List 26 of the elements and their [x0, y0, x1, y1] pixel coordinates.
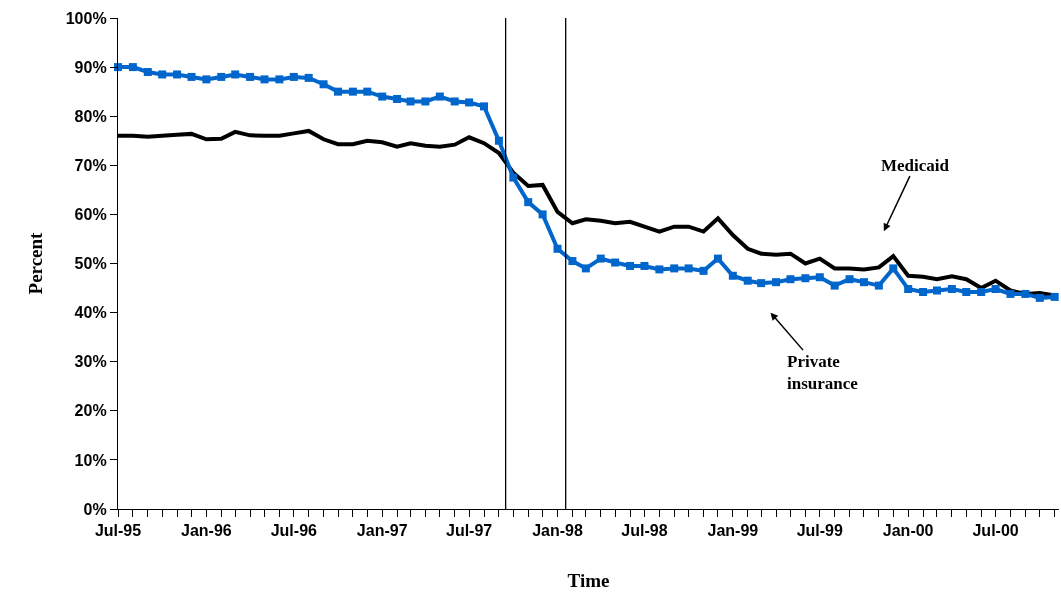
y-tick-label: 90% [74, 58, 107, 76]
y-tick-label: 40% [74, 304, 107, 322]
y-tick-label: 10% [74, 451, 107, 469]
y-tick-label: 60% [74, 206, 107, 223]
y-tick-label: 80% [74, 107, 107, 125]
y-tick-label: 100% [65, 9, 107, 27]
x-tick-label: Jan-98 [532, 522, 583, 540]
y-axis-title: Percent [24, 231, 46, 295]
y-tick-label: 50% [74, 255, 107, 273]
x-tick-label: Jan-96 [181, 522, 232, 540]
x-tick-label: Jul-96 [270, 522, 318, 540]
x-tick-label: Jul-00 [972, 522, 1019, 540]
x-tick-label: Jul-95 [94, 522, 142, 540]
y-tick-label: 0% [83, 500, 107, 518]
x-tick-label: Jul-98 [621, 522, 668, 540]
y-tick-label: 30% [74, 353, 107, 371]
annotation: Medicaid [881, 156, 950, 175]
x-tick-label: Jul-99 [796, 522, 844, 540]
x-tick-label: Jan-00 [882, 522, 934, 540]
x-tick-label: Jul-97 [446, 522, 493, 540]
y-tick-label: 20% [74, 402, 107, 420]
y-tick-label: 70% [74, 156, 107, 174]
x-axis-title: Time [567, 570, 610, 592]
annotation: Private insurance [787, 352, 859, 394]
x-tick-label: Jan-99 [707, 522, 759, 540]
x-tick-label: Jan-97 [356, 522, 408, 540]
